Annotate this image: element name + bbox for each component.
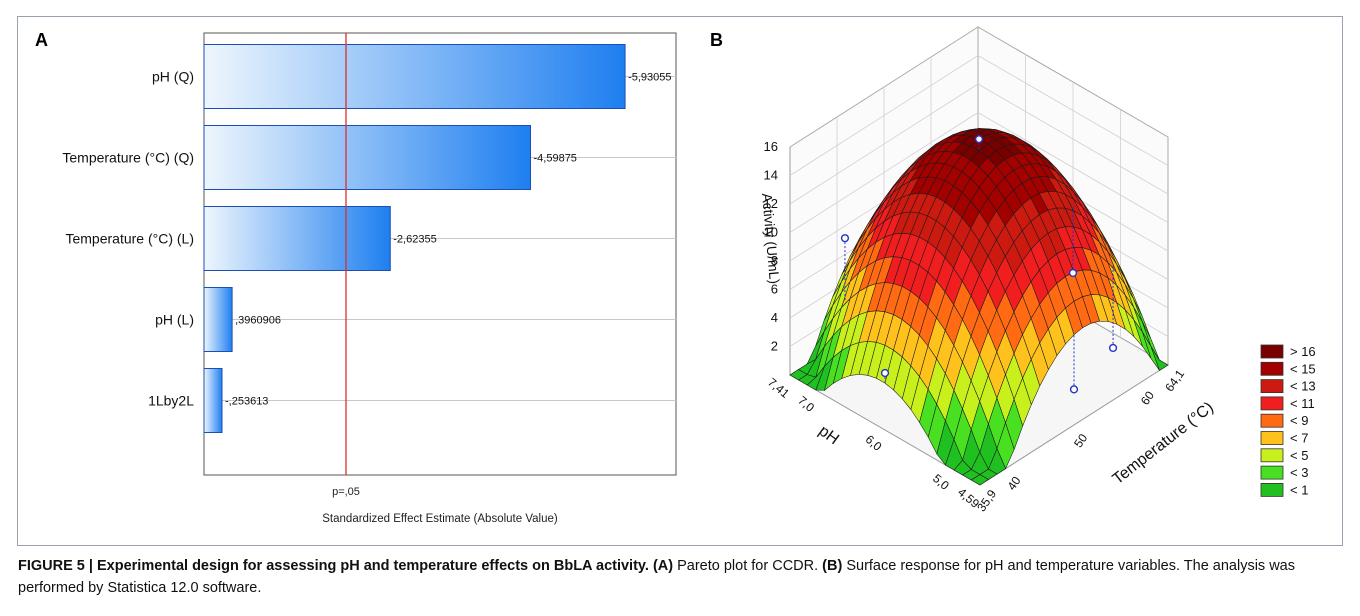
bar-category-label: 1Lby2L bbox=[148, 393, 194, 409]
panel-b: B 2 4 6 8 10 12 14 16 35,9 40 50 60 64,1 4,59 5,0 6,0 7,… bbox=[708, 17, 1344, 547]
surface-chart: 24681012141635,940506064,14,595,06,07,07… bbox=[759, 26, 1316, 514]
pareto-bar bbox=[203, 287, 233, 352]
z-tick-label: 2 bbox=[771, 339, 778, 354]
legend-swatch bbox=[1260, 361, 1284, 376]
p-value-label: p=,05 bbox=[332, 486, 360, 498]
panel-a: A pH (Q) Temperature (°C) (Q) Temperature … bbox=[18, 17, 718, 547]
bar-category-label: Temperature (°C) (L) bbox=[65, 231, 194, 247]
bar-value-label: -4,59875 bbox=[534, 153, 577, 165]
legend-swatch bbox=[1260, 448, 1284, 463]
z-tick-label: 10 bbox=[764, 225, 778, 240]
caption-text-a: Pareto plot for CCDR. bbox=[673, 558, 823, 574]
z-grid-line bbox=[789, 112, 1169, 233]
bar-value-label: ,3960906 bbox=[235, 315, 281, 327]
z-tick-label: 6 bbox=[771, 282, 778, 297]
bar-category-label: pH (L) bbox=[155, 312, 194, 328]
color-legend: > 16 < 15 < 13 < 11 < 9 < 7 < 5 < 3 < 1 bbox=[1260, 344, 1316, 497]
temperature-tick-label: 60 bbox=[1138, 388, 1157, 407]
panel-a-label: A bbox=[35, 30, 48, 50]
figure-frame: A pH (Q) Temperature (°C) (Q) Temperature … bbox=[17, 16, 1343, 546]
caption-text-b: Surface response for pH and temperature … bbox=[18, 558, 1295, 596]
ph-tick-label: 5,0 bbox=[930, 471, 952, 493]
legend-swatch bbox=[1260, 413, 1284, 428]
pareto-x-axis-title: Standardized Effect Estimate (Absolute V… bbox=[322, 513, 558, 525]
pareto-chart: pH (Q) Temperature (°C) (Q) Temperature (°… bbox=[62, 32, 677, 525]
z-grid-line bbox=[789, 55, 1169, 176]
legend-label: > 16 bbox=[1290, 344, 1316, 359]
pareto-bar bbox=[203, 206, 391, 271]
z-tick-label: 12 bbox=[764, 196, 778, 211]
legend-swatch bbox=[1260, 344, 1284, 359]
bar-value-label: -5,93055 bbox=[628, 72, 671, 84]
pareto-bar bbox=[203, 125, 532, 190]
temperature-tick-label: 40 bbox=[1004, 474, 1023, 493]
ph-axis-title: pH bbox=[815, 422, 842, 448]
observed-point bbox=[840, 234, 850, 243]
bar-category-label: pH (Q) bbox=[152, 69, 194, 85]
bar-category-label: Temperature (°C) (Q) bbox=[62, 150, 194, 166]
ph-tick-label: 7,41 bbox=[765, 375, 792, 401]
legend-label: < 13 bbox=[1290, 379, 1316, 394]
panel-b-label: B bbox=[710, 30, 723, 50]
temperature-axis-title: Temperature (°C) bbox=[1110, 399, 1217, 488]
legend-swatch bbox=[1260, 431, 1284, 445]
pareto-bar bbox=[203, 368, 223, 433]
pareto-bar bbox=[203, 44, 626, 109]
legend-label: < 7 bbox=[1290, 431, 1308, 446]
ph-tick-label: 7,0 bbox=[795, 393, 817, 415]
bar-value-label: -,253613 bbox=[225, 396, 268, 408]
observed-point bbox=[880, 368, 890, 378]
response-surface bbox=[789, 128, 1169, 486]
z-tick-label: 4 bbox=[771, 310, 778, 325]
caption-title: FIGURE 5 | Experimental design for asses… bbox=[18, 558, 674, 574]
legend-label: < 3 bbox=[1290, 465, 1308, 480]
z-tick-label: 16 bbox=[764, 139, 778, 154]
activity-axis-title: Activity (U/mL) bbox=[759, 193, 783, 285]
figure-caption: FIGURE 5 | Experimental design for asses… bbox=[18, 555, 1338, 599]
observed-point bbox=[1068, 268, 1078, 278]
legend-swatch bbox=[1260, 379, 1284, 394]
surface-cell bbox=[970, 474, 990, 486]
legend-swatch bbox=[1260, 396, 1284, 411]
temperature-tick-label: 64,1 bbox=[1162, 367, 1187, 394]
bar-value-label: -2,62355 bbox=[393, 234, 436, 246]
legend-label: < 5 bbox=[1290, 448, 1308, 463]
z-grid-line bbox=[789, 83, 1169, 205]
legend-label: < 11 bbox=[1290, 396, 1315, 411]
legend-swatch bbox=[1260, 482, 1284, 497]
observed-point bbox=[1108, 343, 1118, 353]
legend-label: < 9 bbox=[1290, 413, 1308, 428]
caption-label-b: (B) bbox=[822, 558, 843, 574]
ph-tick-label: 6,0 bbox=[863, 432, 885, 454]
z-tick-label: 14 bbox=[764, 168, 778, 183]
legend-label: < 15 bbox=[1290, 361, 1316, 376]
temperature-tick-label: 50 bbox=[1071, 431, 1090, 450]
z-tick-label: 8 bbox=[771, 253, 778, 268]
legend-swatch bbox=[1260, 465, 1284, 480]
observed-point bbox=[974, 135, 984, 144]
observed-point bbox=[1069, 385, 1079, 394]
legend-label: < 1 bbox=[1290, 482, 1308, 497]
